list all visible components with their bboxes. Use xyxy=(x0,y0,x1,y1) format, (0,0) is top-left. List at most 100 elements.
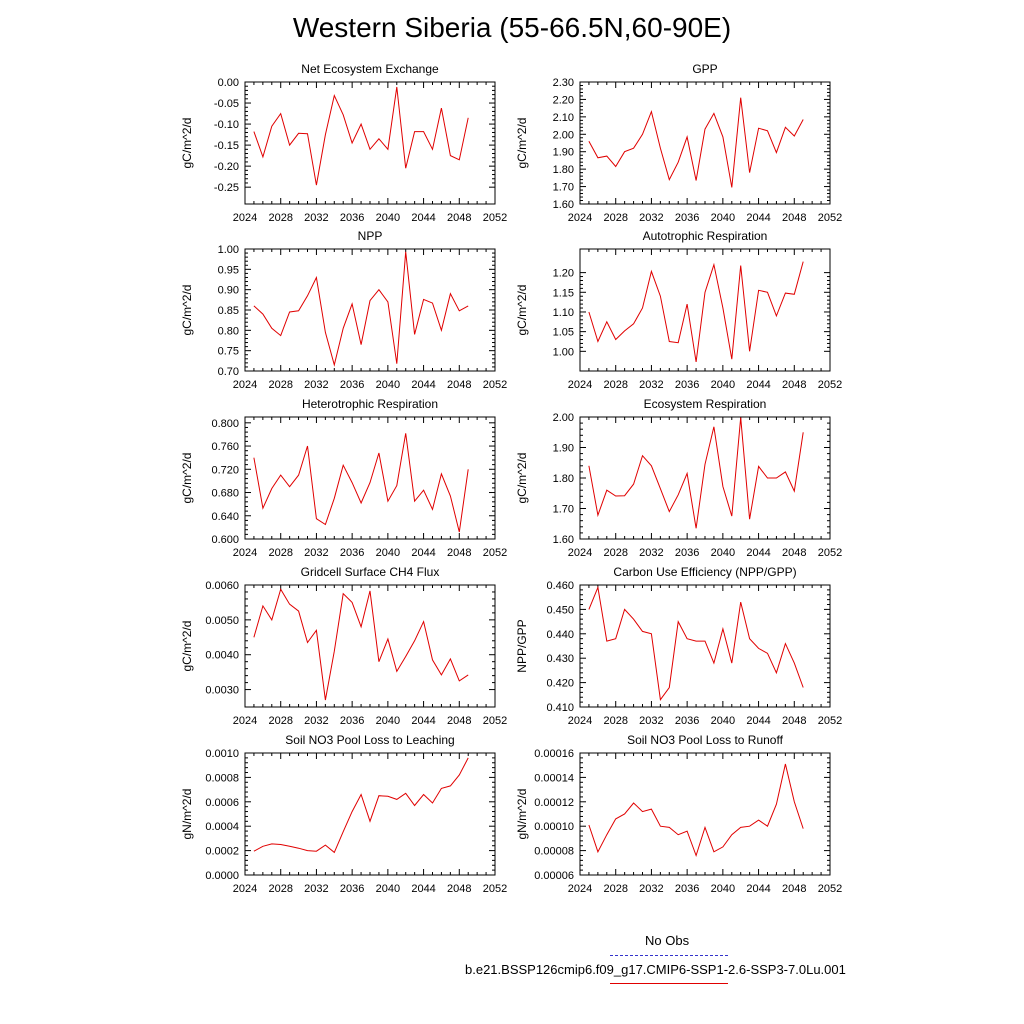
x-tick-label: 2024 xyxy=(568,547,592,559)
y-tick-label: 1.10 xyxy=(553,307,574,319)
x-tick-label: 2040 xyxy=(376,883,400,895)
x-tick-label: 2040 xyxy=(376,212,400,224)
x-tick-label: 2048 xyxy=(782,547,806,559)
y-tick-label: 0.640 xyxy=(211,511,239,523)
x-tick-label: 2028 xyxy=(603,883,627,895)
chart-panel-8: 2024 2028 2032 2036 2040 2044 2048 2052 0.410 0.4… xyxy=(515,565,842,727)
y-tick-label: 1.90 xyxy=(553,443,574,455)
y-tick-label: 0.00016 xyxy=(534,748,574,760)
y-axis-label: gC/m^2/d xyxy=(515,453,529,504)
x-tick-label: 2040 xyxy=(376,715,400,727)
plot-frame xyxy=(244,584,496,708)
legend-model-label: b.e21.BSSP126cmip6.f09_g17.CMIP6-SSP1-2.… xyxy=(465,962,846,977)
x-tick-label: 2044 xyxy=(746,212,770,224)
x-tick-label: 2052 xyxy=(818,883,842,895)
plot-frame xyxy=(244,752,496,876)
y-tick-label: 0.460 xyxy=(546,580,574,592)
y-tick-label: 2.10 xyxy=(553,112,574,124)
chart-panel-5: 2024 2028 2032 2036 2040 2044 2048 2052 0.600 0.6… xyxy=(180,397,507,559)
x-tick-label: 2048 xyxy=(447,715,471,727)
x-tick-label: 2036 xyxy=(340,212,364,224)
x-tick-label: 2048 xyxy=(782,212,806,224)
x-tick-label: 2024 xyxy=(568,212,592,224)
x-tick-label: 2036 xyxy=(340,547,364,559)
y-tick-label: 0.00008 xyxy=(534,846,574,858)
x-tick-label: 2048 xyxy=(782,883,806,895)
x-tick-label: 2032 xyxy=(639,547,663,559)
panel-title: NPP xyxy=(358,229,383,243)
x-tick-label: 2044 xyxy=(411,547,435,559)
x-tick-label: 2036 xyxy=(340,379,364,391)
y-tick-label: -0.20 xyxy=(214,161,239,173)
chart-panel-6: 2024 2028 2032 2036 2040 2044 2048 2052 1.60 1.70… xyxy=(515,397,842,559)
y-axis-label: gC/m^2/d xyxy=(515,118,529,169)
x-tick-label: 2048 xyxy=(782,379,806,391)
y-tick-label: 0.0000 xyxy=(205,870,239,882)
x-tick-label: 2028 xyxy=(268,547,292,559)
y-tick-label: 0.430 xyxy=(546,653,574,665)
y-tick-label: 0.0006 xyxy=(205,797,239,809)
x-tick-label: 2052 xyxy=(483,715,507,727)
y-tick-label: 0.0002 xyxy=(205,846,239,858)
y-tick-label: 1.80 xyxy=(553,473,574,485)
x-tick-label: 2044 xyxy=(411,212,435,224)
x-tick-label: 2036 xyxy=(675,212,699,224)
y-tick-label: 0.90 xyxy=(218,285,239,297)
x-tick-label: 2044 xyxy=(746,715,770,727)
y-tick-label: -0.25 xyxy=(214,182,239,194)
x-tick-label: 2040 xyxy=(376,379,400,391)
x-tick-label: 2040 xyxy=(711,547,735,559)
series-line xyxy=(253,433,469,533)
chart-panel-3: 2024 2028 2032 2036 2040 2044 2048 2052 0.70 0.75… xyxy=(180,229,507,391)
y-tick-label: 0.420 xyxy=(546,678,574,690)
x-tick-label: 2036 xyxy=(675,379,699,391)
y-tick-label: 0.00014 xyxy=(534,772,574,784)
plot-frame xyxy=(244,81,496,205)
x-tick-label: 2036 xyxy=(340,715,364,727)
y-tick-label: 0.800 xyxy=(211,418,239,430)
x-tick-label: 2048 xyxy=(447,547,471,559)
x-tick-label: 2036 xyxy=(340,883,364,895)
y-tick-label: 0.00 xyxy=(218,77,239,89)
x-tick-label: 2028 xyxy=(603,547,627,559)
x-tick-label: 2028 xyxy=(603,379,627,391)
x-tick-label: 2052 xyxy=(818,212,842,224)
series-line xyxy=(253,587,469,701)
panel-title: Autotrophic Respiration xyxy=(643,229,768,243)
y-tick-label: 0.680 xyxy=(211,488,239,500)
x-tick-label: 2048 xyxy=(782,715,806,727)
plot-frame xyxy=(579,584,831,708)
x-tick-label: 2040 xyxy=(711,883,735,895)
y-tick-label: 2.20 xyxy=(553,94,574,106)
y-tick-label: 2.30 xyxy=(553,77,574,89)
chart-panel-7: 2024 2028 2032 2036 2040 2044 2048 2052 0.0030 0.… xyxy=(180,565,507,727)
y-tick-label: 0.00006 xyxy=(534,870,574,882)
plot-frame xyxy=(579,752,831,876)
y-tick-label: 1.60 xyxy=(553,534,574,546)
y-tick-label: 1.00 xyxy=(553,346,574,358)
x-tick-label: 2044 xyxy=(746,379,770,391)
panel-title: Soil NO3 Pool Loss to Runoff xyxy=(627,733,784,747)
chart-panel-2: 2024 2028 2032 2036 2040 2044 2048 2052 1.60 1.70… xyxy=(515,62,842,224)
y-tick-label: 0.70 xyxy=(218,366,239,378)
series-line xyxy=(588,97,804,188)
x-tick-label: 2024 xyxy=(233,715,257,727)
series-line xyxy=(588,585,804,701)
x-tick-label: 2040 xyxy=(711,212,735,224)
x-tick-label: 2052 xyxy=(483,212,507,224)
y-tick-label: 1.70 xyxy=(553,182,574,194)
y-tick-label: 0.80 xyxy=(218,325,239,337)
y-tick-label: 0.450 xyxy=(546,604,574,616)
y-tick-label: 0.410 xyxy=(546,702,574,714)
y-axis-label: gC/m^2/d xyxy=(180,285,194,336)
y-tick-label: 0.0040 xyxy=(205,650,239,662)
y-tick-label: -0.05 xyxy=(214,98,239,110)
y-tick-label: 0.720 xyxy=(211,464,239,476)
y-tick-label: -0.10 xyxy=(214,119,239,131)
y-tick-label: 0.95 xyxy=(218,264,239,276)
x-tick-label: 2052 xyxy=(818,715,842,727)
y-tick-label: -0.15 xyxy=(214,140,239,152)
x-tick-label: 2032 xyxy=(639,715,663,727)
x-tick-label: 2024 xyxy=(233,883,257,895)
x-tick-label: 2036 xyxy=(675,883,699,895)
